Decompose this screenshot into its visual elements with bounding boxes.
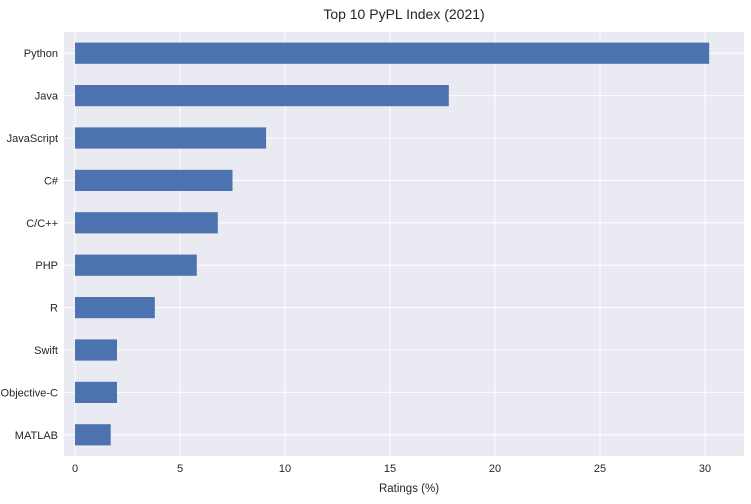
- bars: [75, 42, 710, 446]
- bar-python: [75, 42, 710, 64]
- x-axis-label: Ratings (%): [379, 483, 439, 495]
- bar-objective-c: [75, 381, 117, 403]
- x-tick-label: 30: [699, 463, 711, 475]
- x-tick-label: 5: [177, 463, 183, 475]
- y-tick-label: C/C++: [26, 218, 58, 230]
- x-tick-label: 10: [279, 463, 291, 475]
- bar-c-c-: [75, 212, 218, 234]
- y-tick-label: MATLAB: [15, 430, 58, 442]
- bar-matlab: [75, 424, 111, 446]
- y-tick-labels: Python Java JavaScript C# C/C++ PHP R Swift Obje…: [1, 48, 59, 442]
- bar-r: [75, 297, 155, 319]
- x-tick-label: 0: [72, 463, 78, 475]
- x-tick-labels: 0 5 10 15 20 25 30: [72, 463, 711, 475]
- y-tick-label: Swift: [34, 345, 58, 357]
- y-tick-label: Objective-C: [1, 387, 59, 399]
- y-tick-label: PHP: [35, 260, 58, 272]
- bar-c-: [75, 169, 233, 191]
- y-tick-label: Java: [35, 91, 59, 103]
- x-tick-label: 25: [594, 463, 606, 475]
- chart-title: Top 10 PyPL Index (2021): [323, 6, 484, 22]
- y-tick-label: C#: [44, 175, 59, 187]
- bar-javascript: [75, 127, 267, 149]
- x-tick-label: 20: [489, 463, 501, 475]
- y-tick-label: JavaScript: [7, 133, 58, 145]
- x-tick-label: 15: [384, 463, 396, 475]
- y-tick-label: R: [50, 303, 58, 315]
- bar-java: [75, 85, 449, 107]
- y-tick-label: Python: [24, 48, 58, 60]
- bar-php: [75, 254, 197, 276]
- bar-swift: [75, 339, 117, 361]
